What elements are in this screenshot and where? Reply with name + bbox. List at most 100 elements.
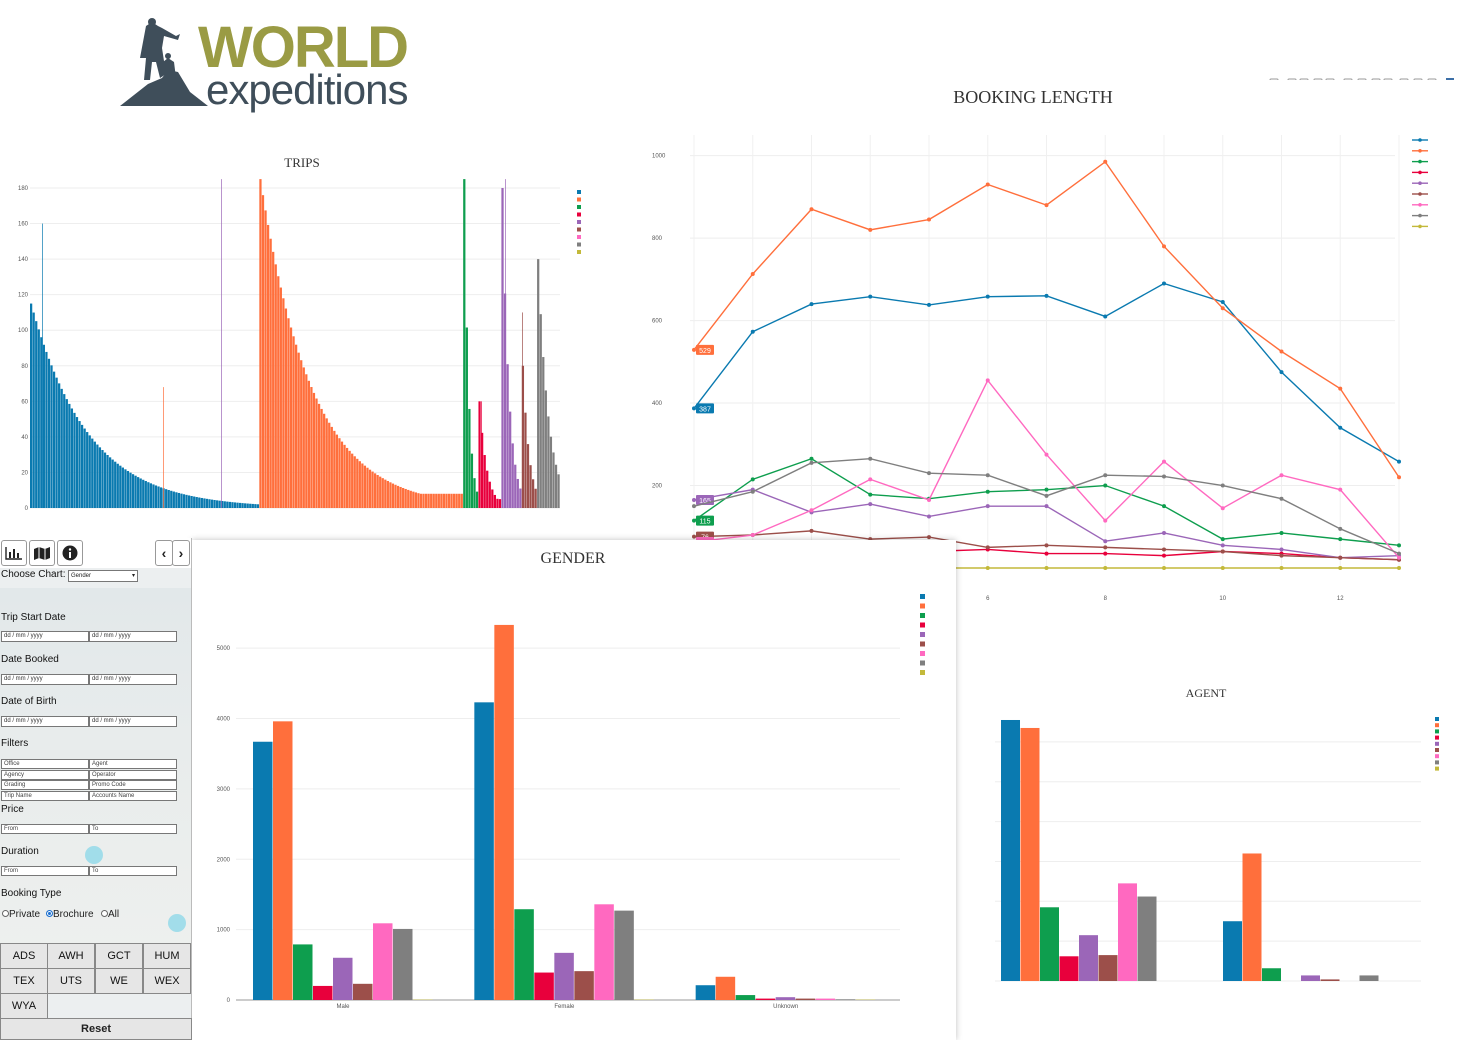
bar (195, 497, 198, 508)
duration-from-placeholder: From (4, 868, 18, 874)
filter-promo-code[interactable]: Promo Code (89, 780, 177, 790)
bar (363, 465, 367, 508)
data-point (750, 477, 755, 482)
bar (338, 438, 341, 508)
agent-chart: AGENT (955, 620, 1460, 1040)
bar (277, 276, 280, 508)
bar (544, 390, 547, 508)
bar (1359, 975, 1379, 981)
filter-trip-name[interactable]: Trip Name (1, 791, 89, 801)
bar (511, 443, 514, 508)
brand-button-hum[interactable]: HUM (143, 943, 191, 969)
dob-to[interactable]: dd / mm / yyyy (89, 716, 177, 727)
bar (755, 998, 776, 1000)
y-tick-label: 160 (18, 222, 29, 228)
radio-brochure[interactable] (46, 910, 53, 917)
bar (312, 392, 316, 508)
map-marker[interactable] (85, 846, 103, 864)
booking-type-brochure[interactable]: Brochure (46, 909, 94, 920)
filter-agency[interactable]: Agency (1, 770, 89, 780)
bar (514, 464, 517, 508)
chart-icon[interactable] (1, 540, 27, 566)
bar (238, 502, 242, 508)
duration-to[interactable]: To (89, 866, 177, 876)
data-point (1279, 553, 1284, 558)
price-to[interactable]: To (89, 824, 177, 834)
trip-start-to[interactable]: dd / mm / yyyy (89, 631, 177, 642)
filter-grading[interactable]: Grading (1, 780, 89, 790)
y-tick-label: 60 (21, 399, 28, 405)
bar (393, 928, 413, 1000)
data-point (1162, 553, 1166, 558)
data-point (809, 528, 814, 533)
map-icon[interactable] (29, 540, 55, 566)
duration-from[interactable]: From (1, 866, 89, 876)
brand-button-tex[interactable]: TEX (0, 968, 48, 994)
brand-button-wex[interactable]: WEX (143, 968, 191, 994)
bar (244, 503, 247, 508)
brand-button-we[interactable]: WE (95, 968, 143, 994)
dob-from[interactable]: dd / mm / yyyy (1, 716, 89, 727)
reset-button[interactable]: Reset (0, 1018, 192, 1040)
filter-operator[interactable]: Operator (89, 770, 177, 780)
brand-button-uts[interactable]: UTS (47, 968, 95, 994)
trip-start-from[interactable]: dd / mm / yyyy (1, 631, 89, 642)
choose-chart-label: Choose Chart: (1, 569, 66, 580)
brand-button-awh[interactable]: AWH (47, 943, 95, 969)
booking-type-all[interactable]: All (101, 909, 119, 920)
bar (249, 503, 252, 508)
chevron-right-icon[interactable]: › (172, 540, 190, 566)
brand-button-ads[interactable]: ADS (0, 943, 48, 969)
filter-accounts-name[interactable]: Accounts Name (89, 791, 177, 801)
bar (402, 488, 405, 508)
data-point (1338, 386, 1343, 391)
bar (93, 441, 96, 508)
bar (529, 465, 532, 508)
bar (340, 441, 344, 508)
bar (1242, 853, 1262, 981)
bar (52, 371, 56, 508)
bar (119, 465, 122, 508)
filter-agent[interactable]: Agent (89, 759, 177, 769)
chevron-left-icon[interactable]: ‹ (155, 540, 173, 566)
bar (452, 493, 456, 508)
bar (353, 983, 373, 1000)
price-from[interactable]: From (1, 824, 89, 834)
data-point (927, 514, 931, 519)
data-point (1279, 370, 1284, 375)
filter-placeholder: Trip Name (4, 793, 32, 799)
bar (157, 486, 160, 508)
bar (486, 470, 489, 508)
bar (310, 387, 313, 508)
brand-button-gct[interactable]: GCT (95, 943, 143, 969)
bar (470, 453, 474, 508)
bar (835, 999, 856, 1000)
bar (373, 923, 393, 1000)
filter-office[interactable]: Office (1, 759, 89, 769)
date-booked-to[interactable]: dd / mm / yyyy (89, 674, 177, 685)
legend-swatch (920, 603, 925, 609)
data-point (1338, 425, 1343, 430)
radio-all[interactable] (101, 910, 108, 917)
choose-chart-select[interactable]: Gender ▾ (68, 570, 138, 582)
radio-private[interactable] (2, 910, 9, 917)
map-marker[interactable] (168, 914, 186, 932)
y-tick-label: 200 (652, 484, 663, 490)
data-point (1220, 306, 1225, 311)
bar (333, 957, 353, 1000)
data-point (1220, 300, 1225, 305)
bar (226, 501, 229, 508)
legend-swatch (1435, 741, 1439, 746)
data-point (1220, 483, 1225, 488)
data-point (1162, 244, 1166, 249)
bar (32, 312, 35, 508)
info-icon[interactable] (57, 540, 83, 566)
bar (735, 995, 756, 1000)
filter-placeholder: Office (4, 761, 20, 767)
booking-type-private[interactable]: Private (2, 909, 40, 920)
brand-button-wya[interactable]: WYA (0, 993, 48, 1019)
date-booked-from[interactable]: dd / mm / yyyy (1, 674, 89, 685)
data-point (927, 497, 931, 502)
bar (216, 500, 219, 508)
bar (379, 476, 382, 508)
